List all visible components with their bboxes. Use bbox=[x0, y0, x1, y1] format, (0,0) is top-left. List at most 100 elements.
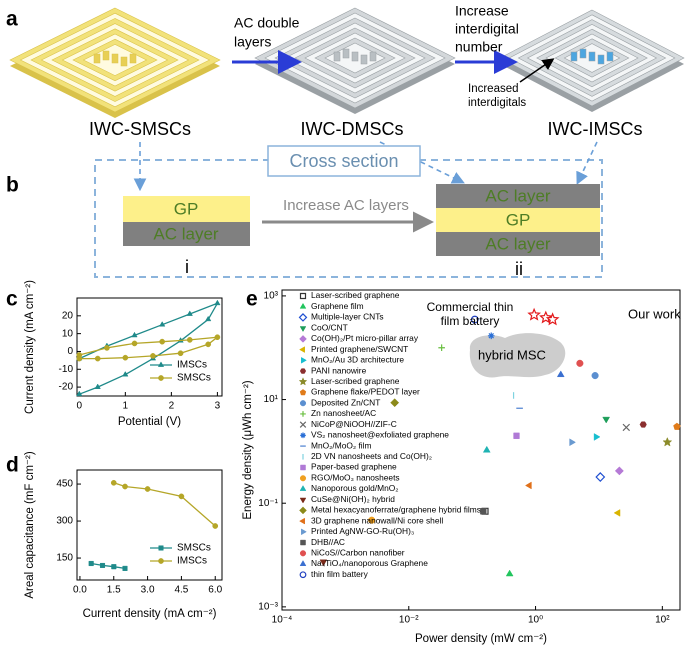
marker bbox=[177, 350, 184, 357]
y-tick-label: 10¹ bbox=[264, 394, 279, 405]
x-tick-label: 10⁰ bbox=[528, 615, 543, 626]
legend-label: CoO/CNT bbox=[311, 322, 348, 332]
layer-label: GP bbox=[174, 199, 199, 218]
y-tick-label: -10 bbox=[59, 364, 74, 375]
legend-marker bbox=[299, 517, 305, 525]
marker bbox=[545, 312, 560, 326]
gp-layer bbox=[436, 208, 600, 232]
arrow-text: Increase bbox=[455, 3, 509, 19]
hybrid-region bbox=[469, 333, 566, 378]
marker bbox=[602, 416, 611, 424]
device-pad bbox=[333, 51, 341, 62]
panel-letter: e bbox=[246, 288, 258, 311]
marker bbox=[214, 334, 221, 340]
marker bbox=[639, 421, 647, 428]
device-pad bbox=[129, 53, 137, 64]
layer-label: AC layer bbox=[485, 234, 551, 253]
layer-label: AC layer bbox=[153, 224, 219, 243]
arrow-text: Increase AC layers bbox=[283, 197, 409, 214]
legend-marker bbox=[299, 302, 307, 309]
marker bbox=[319, 559, 328, 567]
marker bbox=[159, 321, 166, 327]
legend-label: PANI nanowire bbox=[311, 365, 367, 375]
annotation: Our work bbox=[628, 306, 681, 321]
marker bbox=[487, 332, 495, 340]
legend-marker bbox=[299, 292, 307, 300]
legend-label: NiCoP@NiOOH//ZIF-C bbox=[311, 419, 397, 429]
marker bbox=[673, 422, 681, 430]
legend-marker bbox=[301, 356, 307, 364]
legend-label: Na₄TiO₄/nanoporous Graphene bbox=[311, 558, 428, 568]
marker bbox=[76, 355, 83, 362]
x-tick-label: 10⁻² bbox=[399, 615, 419, 626]
marker bbox=[505, 569, 514, 577]
legend-marker bbox=[299, 421, 307, 428]
marker bbox=[525, 481, 532, 490]
legend-marker bbox=[299, 475, 307, 482]
marker bbox=[539, 310, 553, 324]
legend-label: Printed AgNW-GO-Ru(OH)₃ bbox=[311, 526, 414, 536]
marker bbox=[205, 341, 212, 348]
device-pad bbox=[120, 56, 128, 67]
legend-label: Zn nanosheet/AC bbox=[311, 408, 376, 418]
marker bbox=[595, 472, 606, 483]
legend-label: IMSCs bbox=[177, 556, 207, 567]
marker bbox=[110, 480, 117, 486]
marker bbox=[214, 299, 221, 306]
marker bbox=[480, 508, 487, 515]
x-axis-label: Power density (mW cm⁻²) bbox=[415, 633, 547, 645]
arrow-text: number bbox=[455, 39, 503, 55]
stack-label: ii bbox=[515, 259, 523, 279]
series-line bbox=[91, 562, 126, 570]
series-line bbox=[79, 336, 220, 360]
marker bbox=[159, 338, 166, 345]
device-pad bbox=[597, 54, 605, 65]
legend-label: DHB//AC bbox=[311, 537, 345, 547]
ac-layer bbox=[123, 222, 250, 246]
marker bbox=[576, 359, 584, 367]
legend-marker bbox=[298, 377, 308, 386]
dashed-arrow bbox=[576, 141, 598, 185]
legend-label: Laser-scribed graphene bbox=[311, 376, 400, 386]
x-tick-label: 6.0 bbox=[208, 585, 222, 596]
legend-marker bbox=[301, 528, 307, 536]
marker bbox=[144, 486, 151, 492]
legend-marker bbox=[299, 485, 307, 491]
legend-marker bbox=[298, 313, 308, 322]
legend-marker bbox=[299, 368, 307, 374]
legend-marker bbox=[158, 558, 164, 564]
marker bbox=[178, 493, 185, 500]
marker bbox=[186, 337, 193, 343]
y-tick-label: 10⁻³ bbox=[258, 602, 278, 613]
x-tick-label: 3 bbox=[215, 401, 221, 412]
y-tick-label: 150 bbox=[56, 553, 73, 564]
device-label: IWC-DMSCs bbox=[301, 119, 404, 139]
layer-label: AC layer bbox=[485, 186, 551, 205]
marker bbox=[94, 355, 101, 362]
section-title: Cross section bbox=[289, 151, 398, 171]
legend-label: Nanoporous gold/MnO₂ bbox=[311, 483, 399, 493]
marker bbox=[104, 345, 110, 351]
marker bbox=[150, 353, 156, 359]
legend-marker bbox=[299, 550, 307, 557]
panel-letter: a bbox=[6, 8, 18, 31]
device-pad bbox=[360, 54, 368, 65]
device-pad bbox=[570, 51, 578, 62]
y-tick-label: 10³ bbox=[264, 291, 279, 302]
x-tick-label: 2 bbox=[169, 401, 175, 412]
legend-label: CuSe@Ni(OH)₂ hybrid bbox=[311, 494, 395, 504]
title-box bbox=[267, 145, 421, 177]
x-axis-label: Current density (mA cm⁻²) bbox=[83, 608, 217, 620]
marker bbox=[482, 445, 491, 453]
legend-label: Paper-based graphene bbox=[311, 462, 397, 472]
marker bbox=[593, 433, 601, 441]
plot-frame bbox=[76, 297, 223, 397]
dashed-arrow bbox=[379, 141, 465, 184]
marker bbox=[122, 354, 129, 361]
legend-label: VS₂ nanosheet@exfoliated graphene bbox=[311, 430, 449, 440]
y-tick-label: 10⁻¹ bbox=[258, 498, 278, 509]
device-illustrations bbox=[9, 7, 685, 118]
marker bbox=[591, 372, 599, 380]
marker bbox=[99, 562, 106, 568]
marker bbox=[662, 436, 673, 447]
